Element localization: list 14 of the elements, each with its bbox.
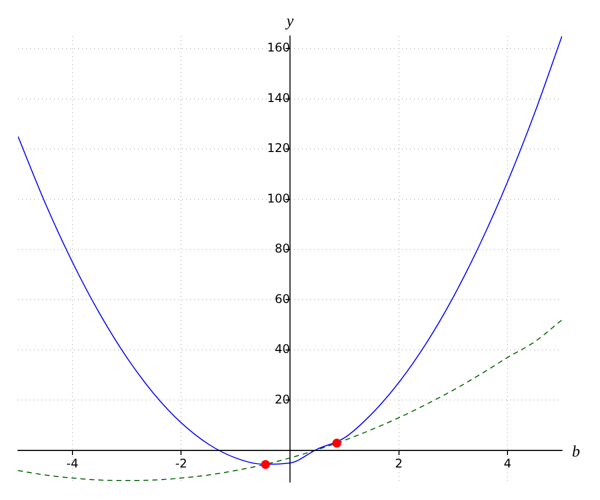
y-tick-label: 120 (267, 141, 290, 156)
y-tick-label: 20 (274, 392, 290, 406)
x-tick-label: -2 (175, 456, 188, 471)
y-axis-title: y (284, 13, 294, 30)
x-tick-label: 4 (504, 456, 512, 471)
y-tick-label: 40 (274, 342, 290, 356)
x-tick-label: 2 (394, 456, 403, 471)
x-tick-label: -4 (66, 456, 78, 471)
y-tick-label: 100 (267, 191, 290, 206)
y-tick-label: 80 (274, 242, 290, 256)
x-axis-title: b (572, 444, 580, 461)
y-tick-label: 140 (267, 90, 290, 105)
y-tick-label: 160 (267, 40, 290, 55)
y-tick-label: 60 (274, 292, 290, 306)
